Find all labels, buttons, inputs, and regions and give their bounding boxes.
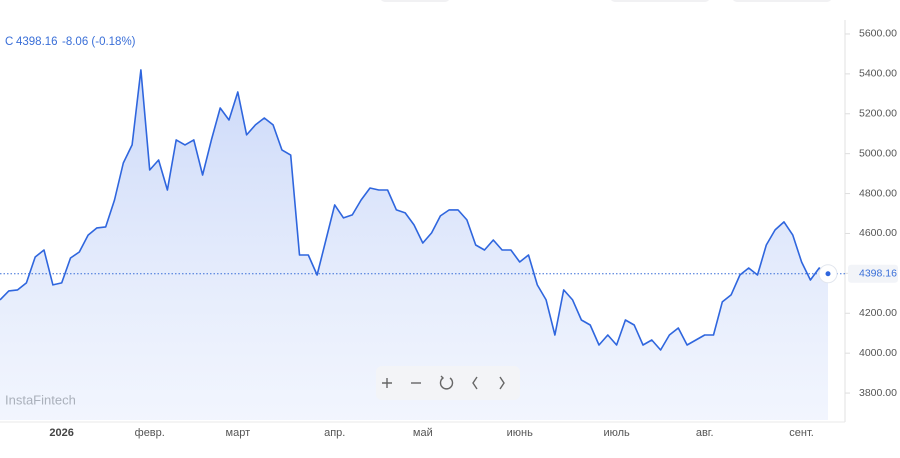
last-point <box>825 271 831 277</box>
line <box>0 69 829 351</box>
reset-button[interactable] <box>439 375 454 390</box>
top-tab[interactable] <box>610 0 710 2</box>
y-tick-label: 5000.00 <box>859 147 897 159</box>
zoom-controls <box>376 366 520 400</box>
scroll-right-button[interactable] <box>499 376 505 390</box>
y-tick-label: 4800.00 <box>859 187 897 199</box>
y-tick-label: 3800.00 <box>859 387 897 399</box>
y-tick-label: 5600.00 <box>859 28 897 40</box>
x-tick-label: апр. <box>324 427 345 439</box>
y-tick-label: 4000.00 <box>859 347 897 359</box>
x-tick-label: июль <box>603 427 630 439</box>
price-change: -8.06 (-0.18%) <box>62 36 136 48</box>
x-tick-label: июнь <box>507 427 533 439</box>
last-price: 4398.16 <box>16 36 58 48</box>
x-tick-label: 2026 <box>49 427 73 439</box>
price-badge-label: 4398.16 <box>859 268 897 280</box>
symbol: C <box>5 36 13 48</box>
top-tab[interactable] <box>380 0 450 2</box>
y-tick-label: 4200.00 <box>859 307 897 319</box>
top-tab[interactable] <box>732 0 832 2</box>
y-tick-label: 5400.00 <box>859 68 897 80</box>
y-tick-label: 4600.00 <box>859 227 897 239</box>
x-tick-label: сент. <box>789 427 814 439</box>
y-tick-label: 5200.00 <box>859 108 897 120</box>
zoom-in-button[interactable] <box>382 378 392 388</box>
x-tick-label: авг. <box>696 427 714 439</box>
watermark: InstaFintech <box>5 392 76 407</box>
x-tick-label: февр. <box>135 427 165 439</box>
area <box>0 69 828 421</box>
controls-bg <box>376 366 520 400</box>
price-badge <box>848 264 898 283</box>
x-tick-label: март <box>226 427 251 439</box>
x-tick-label: май <box>413 427 433 439</box>
scroll-left-button[interactable] <box>472 376 478 390</box>
plot <box>0 69 845 421</box>
